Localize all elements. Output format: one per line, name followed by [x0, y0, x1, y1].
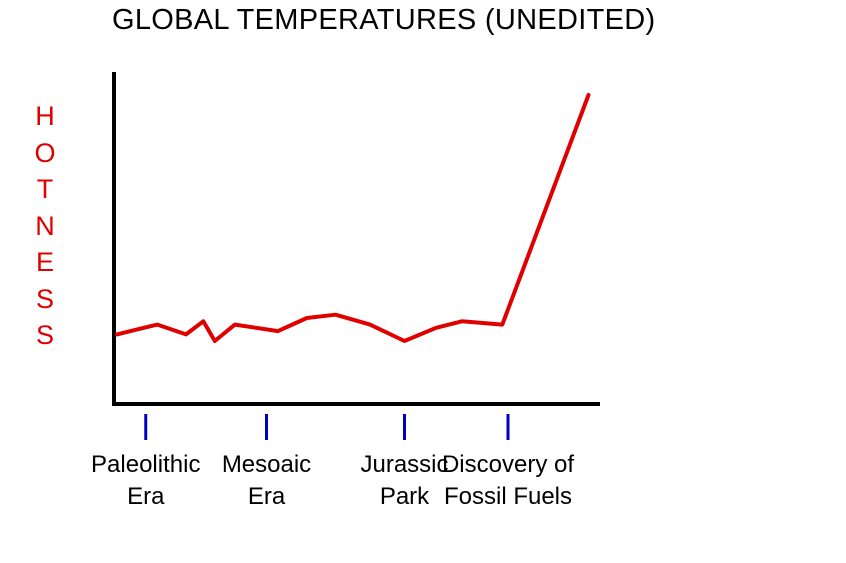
y-axis-label-letter: S	[35, 320, 54, 350]
x-tick-label: Paleolithic	[91, 451, 200, 478]
x-tick-label: Park	[380, 483, 430, 510]
x-tick-label: Era	[248, 483, 286, 510]
series-line	[115, 93, 591, 343]
y-axis-label-letter: T	[36, 174, 54, 204]
y-axis-label-letter: N	[35, 210, 55, 241]
y-axis-label-letter: H	[35, 101, 55, 131]
series-group	[115, 93, 591, 343]
x-tick-label: Discovery of	[442, 451, 574, 478]
x-tick-label: Mesoaic	[222, 451, 311, 478]
x-tick-labels: Paleolithic Era Mesoaic Era Jurassic Park Disc…	[91, 451, 574, 510]
y-axis-label-letter: E	[35, 247, 54, 277]
x-ticks	[144, 414, 510, 440]
x-tick-label: Era	[127, 483, 165, 510]
chart-title: GLOBAL TEMPERATURES (UNEDITED)	[112, 4, 656, 36]
y-axis-label-letter: S	[35, 283, 54, 314]
y-axis-label-letter: O	[34, 137, 56, 168]
x-tick-label: Jurassic	[360, 451, 448, 478]
x-tick-label: Fossil Fuels	[444, 483, 572, 510]
